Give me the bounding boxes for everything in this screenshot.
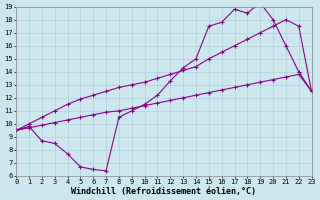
X-axis label: Windchill (Refroidissement éolien,°C): Windchill (Refroidissement éolien,°C) (71, 187, 256, 196)
